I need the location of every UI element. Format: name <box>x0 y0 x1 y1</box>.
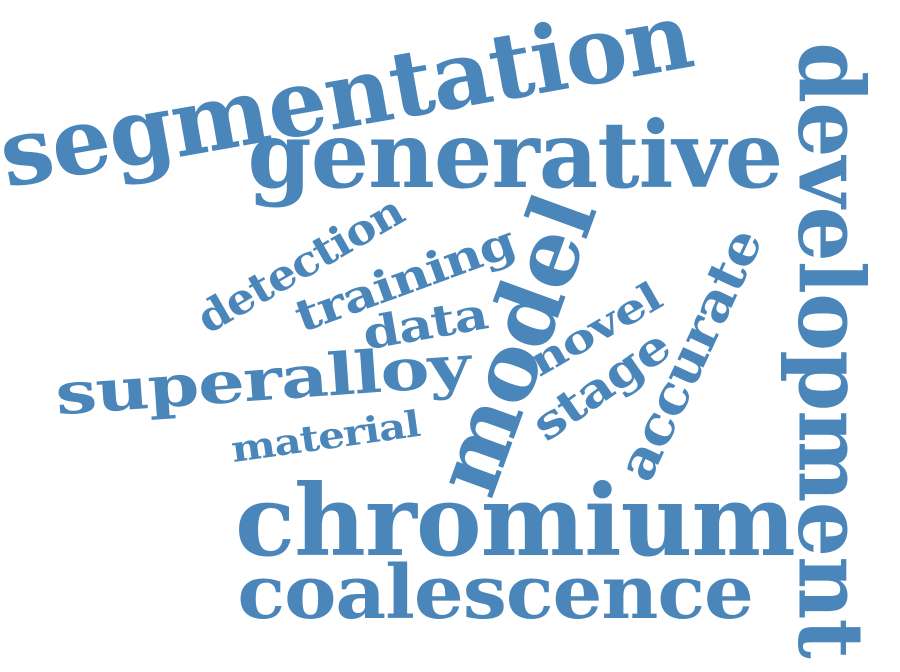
word-development: development <box>777 42 884 658</box>
word-chromium: chromium <box>235 464 796 579</box>
word-generative: generative <box>247 101 784 209</box>
word-material: material <box>228 403 422 471</box>
word-coalescence: coalescence <box>237 550 754 636</box>
